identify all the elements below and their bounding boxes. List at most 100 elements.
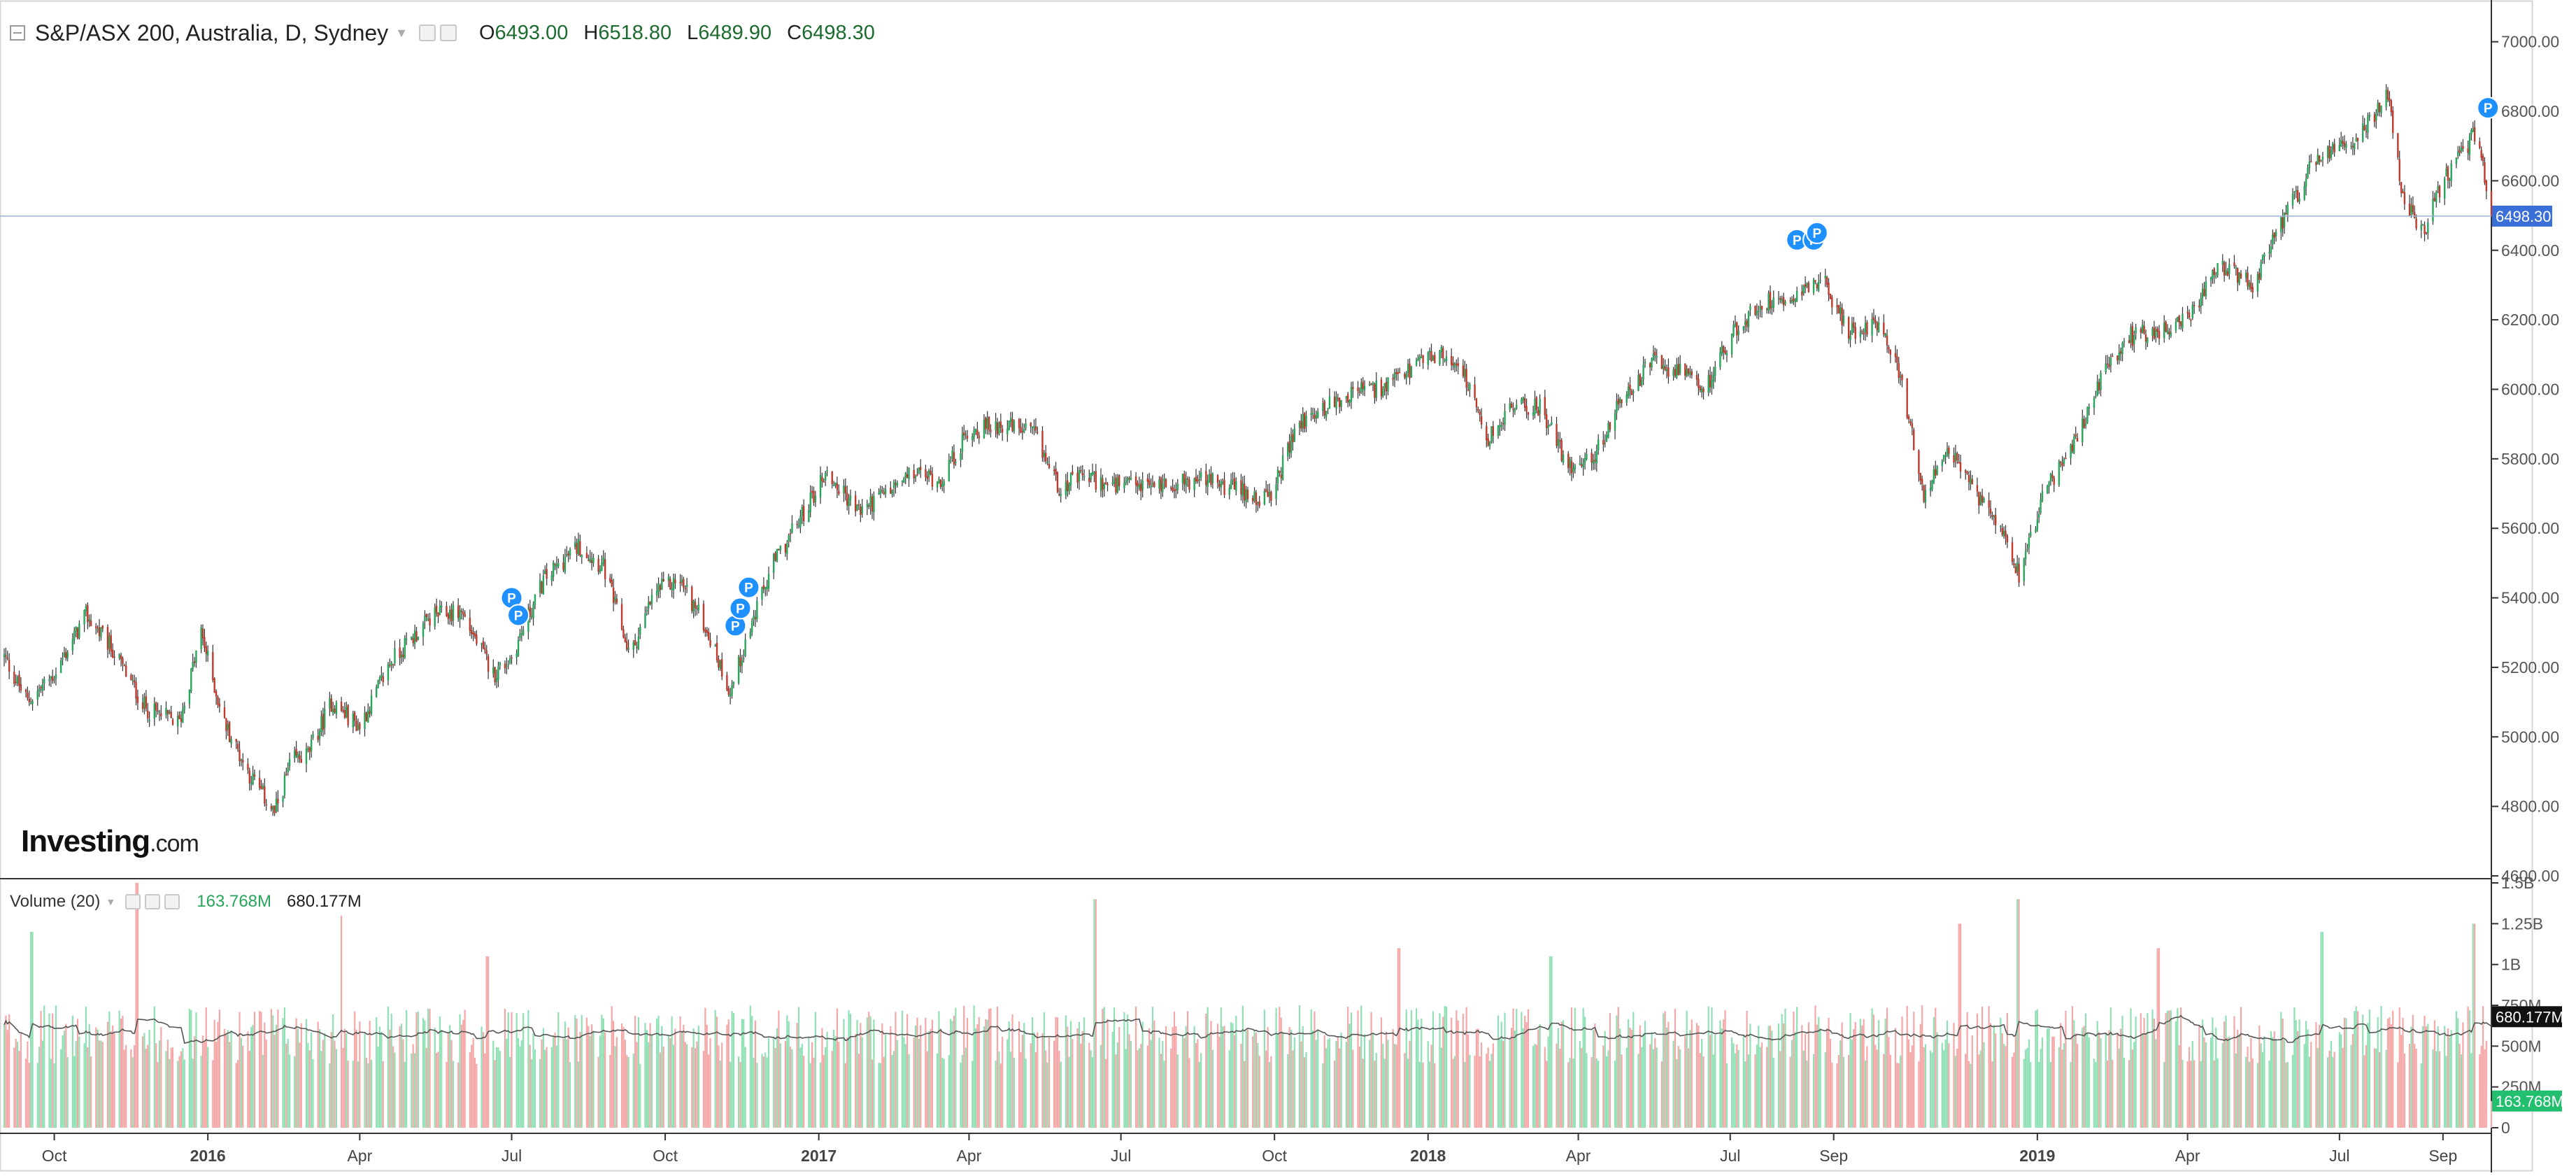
volume-bar	[1863, 1019, 1865, 1128]
candle-body	[1886, 335, 1888, 346]
volume-bar	[1981, 1006, 1984, 1128]
volume-bar	[1374, 1061, 1376, 1128]
volume-bar	[914, 1025, 917, 1128]
volume-bar	[2061, 1049, 2063, 1128]
volume-bar	[762, 1056, 764, 1128]
volume-bar	[1118, 1026, 1120, 1128]
volume-bar	[1913, 1012, 1915, 1128]
volume-title[interactable]: Volume (20)	[10, 892, 101, 911]
candle-body	[1280, 474, 1282, 479]
settings-icon[interactable]	[439, 24, 457, 41]
volume-bar	[13, 1047, 15, 1128]
volume-bar	[1245, 1030, 1247, 1128]
volume-bar	[2345, 1018, 2347, 1128]
caret-down-icon[interactable]: ▼	[106, 896, 116, 907]
volume-bar	[1270, 1056, 1272, 1128]
volume-bar	[1970, 1063, 1972, 1128]
time-tick-label: Apr	[2175, 1147, 2200, 1165]
candle-body	[1621, 399, 1623, 404]
candle-body	[1894, 353, 1897, 357]
collapse-icon[interactable]	[10, 25, 25, 41]
volume-bar	[849, 1014, 852, 1128]
volume-bar	[1404, 1053, 1406, 1128]
candle-body	[1422, 355, 1424, 364]
candle-body	[369, 711, 371, 714]
candle-body	[718, 659, 720, 667]
volume-bar	[878, 1063, 880, 1128]
candle-body	[1779, 297, 1781, 300]
volume-bar	[539, 1058, 541, 1128]
candle-body	[1777, 297, 1780, 299]
candle-body	[597, 559, 599, 572]
candle-body	[248, 770, 251, 784]
volume-bar	[966, 1018, 969, 1128]
volume-bar	[2179, 1007, 2182, 1128]
candle-body	[1769, 292, 1772, 309]
candle-body	[2367, 116, 2369, 133]
volume-bar	[1714, 1035, 1716, 1128]
candle-body	[264, 786, 266, 804]
candle-body	[75, 626, 77, 632]
visibility-icon[interactable]	[418, 24, 436, 41]
close-icon[interactable]	[164, 894, 180, 909]
candle-body	[1654, 351, 1656, 356]
volume-bar	[1504, 1012, 1506, 1128]
candle-body	[1392, 378, 1394, 380]
candle-body	[1570, 460, 1573, 474]
candle-body	[1535, 397, 1538, 410]
candle-body	[1965, 470, 1967, 473]
volume-bar	[5, 1015, 7, 1128]
volume-bar	[2135, 1016, 2137, 1128]
price-tick-label: 6400.00	[2501, 241, 2559, 260]
volume-bar	[277, 1009, 279, 1128]
volume-bar	[1614, 1061, 1616, 1128]
candle-body	[1614, 413, 1616, 431]
candle-body	[1946, 448, 1949, 456]
volume-bar	[627, 1056, 629, 1128]
volume-bar	[1200, 1053, 1202, 1128]
candle-body	[2354, 143, 2356, 150]
candle-body	[522, 630, 525, 635]
volume-bar	[2153, 1019, 2156, 1128]
volume-bar	[352, 1060, 354, 1128]
volume-bar	[1944, 1040, 1947, 1128]
settings-icon[interactable]	[145, 894, 161, 909]
candle-body	[2443, 178, 2446, 199]
volume-bar	[2433, 1020, 2435, 1128]
marker-label: P	[514, 609, 523, 623]
volume-bar	[1629, 1027, 1631, 1128]
volume-bar	[108, 1011, 111, 1128]
volume-bar	[2006, 1012, 2008, 1128]
candle-body	[1151, 483, 1154, 486]
candle-body	[1826, 276, 1828, 285]
candle-body	[890, 488, 892, 494]
volume-bar	[1490, 1054, 1493, 1128]
volume-bar	[1088, 1042, 1090, 1128]
candle-body	[1756, 311, 1758, 316]
volume-bar	[1687, 1048, 1690, 1128]
candle-body	[1090, 472, 1092, 481]
candle-body	[2001, 527, 2003, 535]
marker-p-icon: P	[500, 586, 523, 609]
candle-body	[95, 626, 97, 629]
candle-body	[1906, 378, 1908, 418]
candle-body	[270, 805, 273, 809]
candle-body	[1953, 455, 1955, 463]
caret-down-icon[interactable]: ▼	[395, 25, 408, 40]
candle-body	[577, 539, 580, 555]
candle-body	[1068, 483, 1070, 492]
symbol-title[interactable]: S&P/ASX 200, Australia, D, Sydney	[35, 20, 389, 45]
volume-bar	[1607, 1050, 1609, 1128]
volume-bar	[951, 1021, 953, 1128]
volume-bar	[1335, 1040, 1337, 1128]
volume-bar	[1068, 1056, 1070, 1128]
volume-bar	[1594, 1023, 1596, 1128]
visibility-icon[interactable]	[125, 894, 141, 909]
candle-body	[484, 648, 486, 651]
candle-body	[1078, 470, 1081, 482]
candle-body	[1929, 488, 1932, 491]
candle-body	[615, 598, 618, 604]
volume-bar	[906, 1014, 909, 1128]
volume-bar	[2425, 1026, 2428, 1128]
